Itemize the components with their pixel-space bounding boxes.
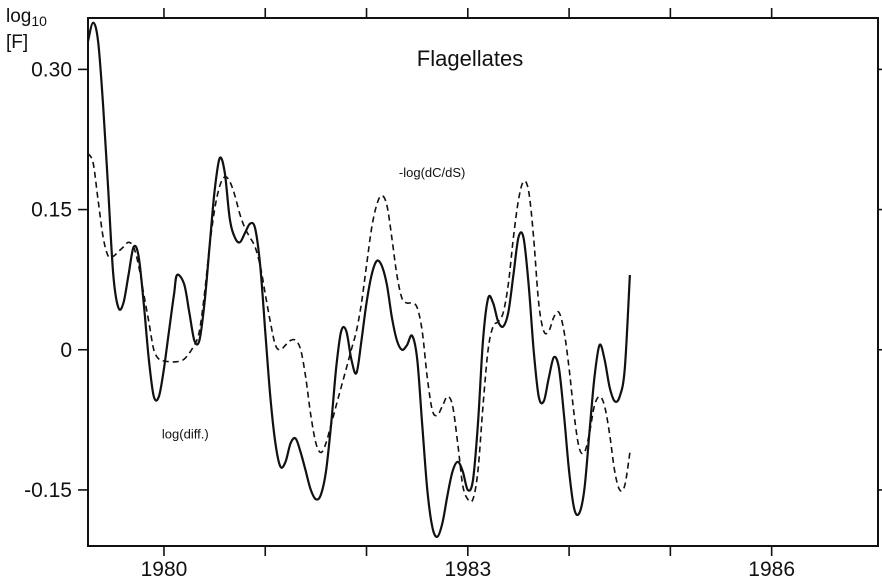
series-line-solid (88, 21, 631, 538)
tick-layer: 0.30 0.15 0 -0.15 1980 1983 1986 (24, 8, 882, 581)
y-tick-label: 0.30 (31, 58, 72, 81)
annotation-layer: -log(dC/dS) log(diff.) (162, 165, 465, 442)
y-tick-label: 0.15 (31, 199, 72, 222)
series-layer (88, 21, 631, 538)
y-tick-label: -0.15 (24, 479, 72, 502)
x-tick-label: 1983 (444, 558, 491, 581)
x-tick-label: 1986 (748, 558, 795, 581)
series-annotation: log(diff.) (162, 427, 209, 442)
series-line-dashed (88, 153, 631, 503)
y-axis-unit: [F] (6, 32, 28, 53)
y-axis-label: log10 (6, 6, 47, 29)
chart-title: Flagellates (417, 46, 523, 71)
x-tick-label: 1980 (141, 558, 188, 581)
plot-axes (87, 17, 879, 547)
series-annotation: -log(dC/dS) (399, 165, 465, 180)
y-tick-label: 0 (60, 339, 72, 362)
plot-frame (87, 17, 879, 547)
